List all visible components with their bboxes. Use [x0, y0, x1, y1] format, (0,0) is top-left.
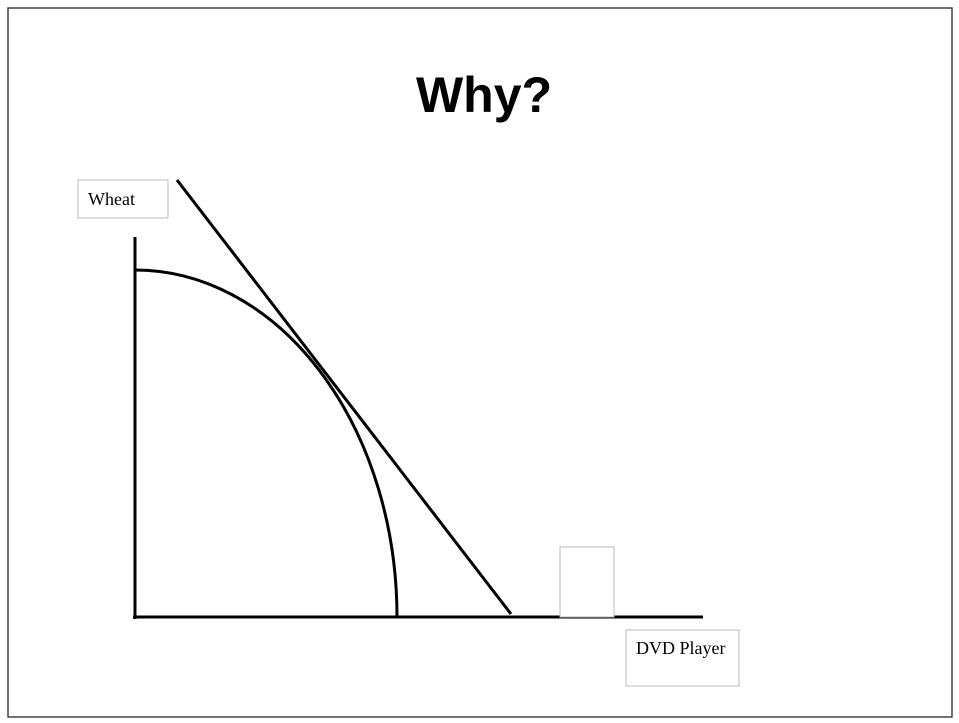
y-axis-label: Wheat — [88, 189, 135, 209]
title: Why? — [416, 67, 552, 123]
slide-border — [7, 7, 953, 718]
price-line — [175, 179, 513, 615]
empty-box — [559, 546, 615, 618]
x-label-box — [625, 629, 740, 687]
ppf-curve — [134, 268, 399, 618]
y-label-box — [77, 179, 169, 219]
x-axis-label: DVD Player — [636, 638, 725, 658]
